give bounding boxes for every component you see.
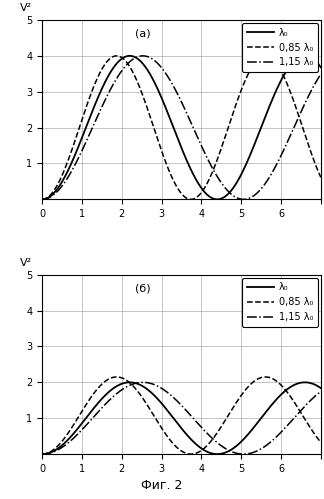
Text: V²: V² — [20, 257, 32, 267]
Text: (б): (б) — [134, 283, 150, 294]
Text: (а): (а) — [134, 29, 150, 39]
Text: Фиг. 2: Фиг. 2 — [141, 479, 183, 492]
Text: V²: V² — [20, 3, 32, 13]
Legend: λ₀, 0,85 λ₀, 1,15 λ₀: λ₀, 0,85 λ₀, 1,15 λ₀ — [242, 277, 318, 327]
Legend: λ₀, 0,85 λ₀, 1,15 λ₀: λ₀, 0,85 λ₀, 1,15 λ₀ — [242, 23, 318, 72]
